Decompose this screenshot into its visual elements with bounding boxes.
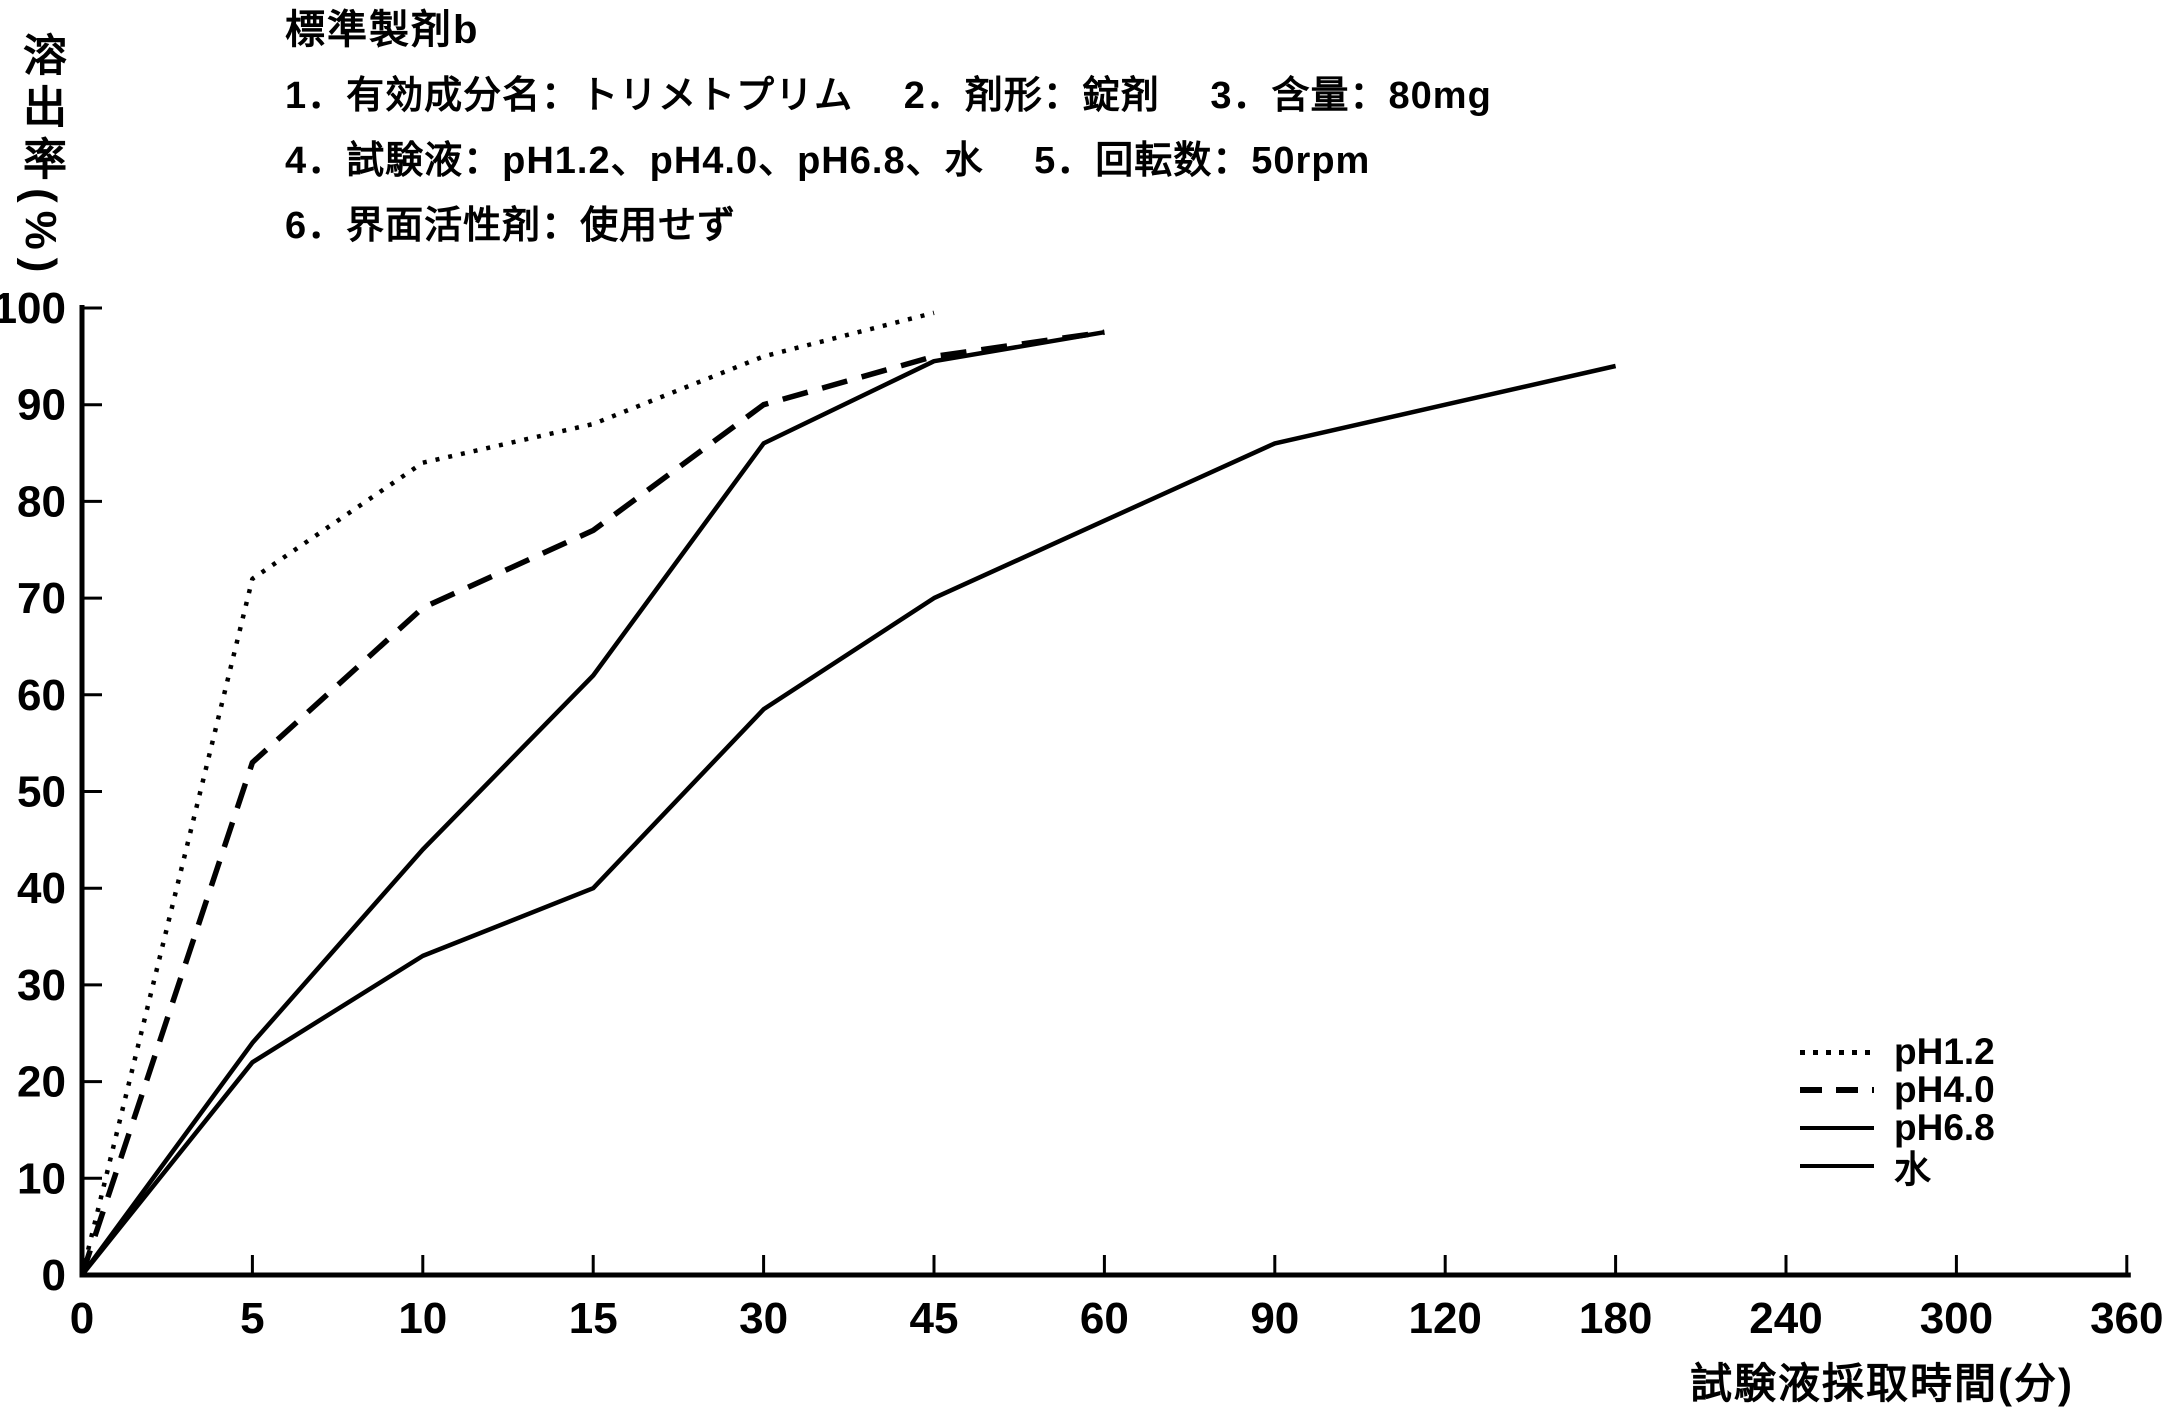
x-axis-tick-label: 60 [1080, 1294, 1129, 1343]
legend-line-dashed-icon [1800, 1087, 1874, 1093]
x-axis-tick-label: 10 [398, 1294, 447, 1343]
legend-label-ph1-2: pH1.2 [1894, 1031, 1995, 1072]
x-axis-tick-label: 30 [739, 1294, 788, 1343]
x-axis-tick-label: 0 [70, 1294, 94, 1343]
legend-item-ph6-8: pH6.8 [1800, 1107, 1995, 1148]
condition-line-3: 6．界面活性剤：使用せず [285, 205, 737, 247]
y-axis-tick-label: 50 [17, 768, 66, 817]
legend-line-dotted-icon [1800, 1049, 1874, 1055]
y-axis-tick-label: 60 [17, 671, 66, 720]
y-axis-tick-label: 90 [17, 381, 66, 430]
y-axis-tick-label: 70 [17, 574, 66, 623]
chart-conditions: 1．有効成分名：トリメトプリム 2．剤形：錠剤 3．含量：80mg 4．試験液：… [285, 64, 1492, 259]
legend-label-water: 水 [1894, 1149, 1931, 1190]
y-axis-title: 溶出率(%) [16, 32, 65, 281]
legend-item-ph4-0: pH4.0 [1800, 1069, 1995, 1110]
y-axis-tick-label: 10 [17, 1154, 66, 1203]
x-axis-tick-label: 5 [240, 1294, 264, 1343]
chart-title: 標準製剤b [285, 8, 480, 52]
y-axis-tick-label: 40 [17, 864, 66, 913]
legend: pH1.2 pH4.0 pH6.8 水 [1800, 1031, 1995, 1190]
y-axis-tick-label: 0 [42, 1251, 66, 1300]
y-axis-tick-label: 30 [17, 961, 66, 1010]
x-axis-tick-label: 240 [1749, 1294, 1822, 1343]
y-axis-tick-label: 80 [17, 477, 66, 526]
x-axis-tick-label: 180 [1579, 1294, 1652, 1343]
x-axis-tick-label: 360 [2090, 1294, 2162, 1343]
x-axis-tick-label: 15 [569, 1294, 618, 1343]
y-axis-tick-label: 20 [17, 1058, 66, 1107]
condition-line-1: 1．有効成分名：トリメトプリム 2．剤形：錠剤 3．含量：80mg [285, 75, 1492, 117]
y-axis-tick-label: 100 [0, 284, 66, 333]
chart-header: 標準製剤b 1．有効成分名：トリメトプリム 2．剤形：錠剤 3．含量：80mg … [285, 6, 1492, 259]
series-line-pH1.2 [79, 310, 935, 1276]
series-line-pH4.0 [79, 329, 1105, 1276]
x-axis-title: 試験液採取時間(分) [1690, 1360, 2074, 1407]
x-axis-tick-label: 90 [1250, 1294, 1299, 1343]
legend-label-ph6-8: pH6.8 [1894, 1107, 1995, 1148]
series-line-pH6.8 [80, 329, 1105, 1277]
legend-label-ph4-0: pH4.0 [1894, 1069, 1995, 1110]
x-axis-tick-label: 300 [1920, 1294, 1993, 1343]
x-axis-tick-label: 45 [910, 1294, 959, 1343]
legend-item-ph1-2: pH1.2 [1800, 1031, 1995, 1072]
legend-line-solid-icon [1800, 1164, 1874, 1168]
legend-item-water: 水 [1800, 1147, 1995, 1190]
x-axis-tick-label: 120 [1408, 1294, 1481, 1343]
series-line-水 [80, 363, 1617, 1277]
legend-line-solid-icon [1800, 1126, 1874, 1130]
condition-line-2: 4．試験液：pH1.2、pH4.0、pH6.8、水 5．回転数：50rpm [285, 140, 1371, 182]
